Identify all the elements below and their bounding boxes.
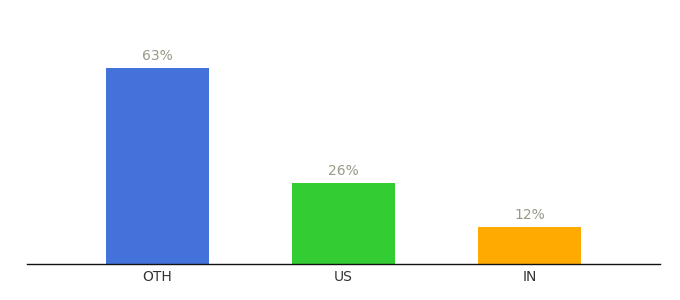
Bar xyxy=(106,68,209,264)
Text: 26%: 26% xyxy=(328,164,359,178)
Text: 63%: 63% xyxy=(142,49,173,63)
Text: 12%: 12% xyxy=(514,208,545,222)
Bar xyxy=(292,183,394,264)
Bar xyxy=(478,226,581,264)
